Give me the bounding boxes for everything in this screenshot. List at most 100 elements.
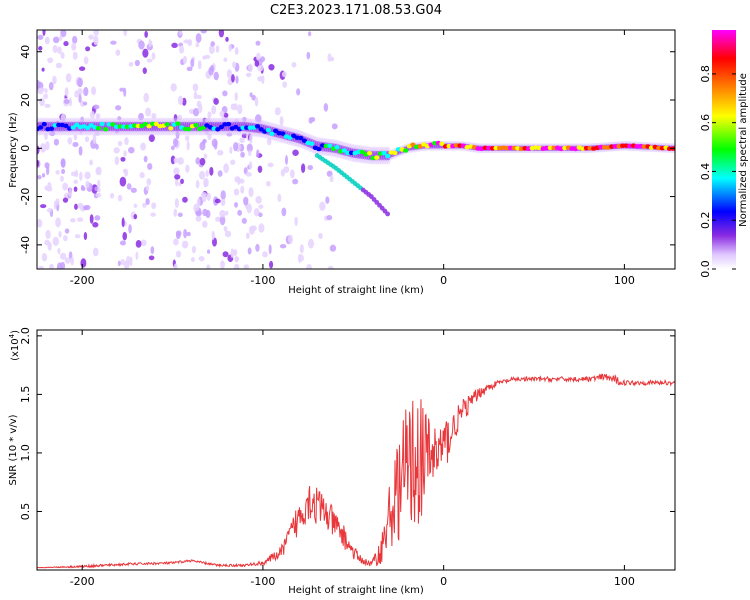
noise-cell — [135, 239, 142, 248]
noise-cell — [147, 162, 153, 170]
noise-cell — [113, 147, 120, 154]
ridge-cell — [70, 125, 76, 130]
noise-cell — [182, 196, 188, 203]
noise-cell — [145, 107, 152, 117]
noise-cell — [44, 88, 48, 94]
noise-cell — [284, 155, 289, 165]
noise-cell — [135, 251, 139, 260]
noise-cell — [128, 146, 135, 154]
noise-cell — [318, 232, 323, 239]
noise-cell — [196, 94, 202, 100]
noise-cell — [274, 107, 281, 116]
noise-cell — [39, 143, 47, 153]
noise-cell — [243, 196, 249, 206]
noise-cell — [268, 260, 274, 269]
noise-cell — [92, 222, 99, 228]
ridge-cell — [106, 122, 112, 127]
noise-cell — [44, 162, 50, 169]
noise-cell — [249, 133, 253, 144]
noise-cell — [230, 159, 236, 166]
noise-cell — [171, 42, 178, 49]
noise-cell — [67, 137, 73, 145]
noise-cell — [142, 202, 147, 208]
noise-cell — [217, 149, 224, 156]
ridge-cell — [374, 155, 380, 160]
noise-cell — [211, 138, 218, 148]
noise-cell — [196, 198, 201, 208]
noise-cell — [250, 225, 257, 232]
noise-cell — [125, 255, 131, 266]
noise-cell — [47, 241, 52, 251]
noise-cell — [242, 116, 247, 122]
noise-cell — [220, 260, 225, 269]
noise-cell — [64, 87, 69, 97]
noise-cell — [74, 234, 81, 239]
noise-cell — [37, 79, 41, 89]
noise-cell — [207, 111, 212, 119]
noise-cell — [175, 231, 181, 240]
noise-cell — [279, 116, 284, 126]
noise-cell — [115, 105, 122, 111]
ridge-cell — [142, 121, 149, 127]
noise-cell — [145, 185, 150, 191]
noise-cell — [266, 137, 272, 146]
noise-cell — [277, 193, 282, 203]
noise-cell — [234, 47, 239, 55]
figure-title: C2E3.2023.171.08.53.G04 — [270, 3, 442, 18]
noise-cell — [77, 202, 84, 209]
colorbar-tick-label: 0.0 — [699, 260, 712, 278]
noise-cell — [55, 62, 63, 69]
noise-cell — [63, 235, 68, 242]
x-tick-label: -100 — [250, 575, 275, 588]
ridge-cell — [164, 122, 170, 127]
x-tick-label: 0 — [440, 274, 447, 287]
ridge-cell — [103, 127, 109, 132]
noise-cell — [148, 255, 155, 261]
noise-cell — [234, 202, 239, 208]
ridge-cell — [95, 126, 102, 131]
noise-cell — [95, 193, 102, 198]
noise-cell — [282, 81, 288, 88]
noise-cell — [177, 212, 183, 218]
ridge-cell — [99, 121, 105, 127]
noise-cell — [172, 138, 179, 148]
ridge-cell — [38, 125, 44, 130]
ridge-cell — [334, 145, 340, 150]
x-tick-label: 0 — [440, 575, 447, 588]
x-tick-label: 100 — [614, 575, 635, 588]
noise-cell — [173, 167, 180, 176]
noise-cell — [59, 252, 67, 260]
ridge-cell — [366, 151, 373, 156]
snr-multiplier-base: (x10 — [10, 338, 21, 361]
noise-cell — [214, 198, 221, 204]
noise-cell — [60, 30, 67, 38]
noise-cell — [218, 30, 225, 38]
ridge-cell — [233, 124, 239, 130]
noise-cell — [239, 178, 245, 184]
noise-cell — [89, 159, 93, 166]
noise-cell — [215, 216, 222, 222]
noise-cell — [190, 257, 195, 263]
noise-cell — [210, 41, 215, 47]
noise-cell — [148, 134, 155, 143]
noise-cell — [37, 159, 40, 168]
noise-cell — [258, 223, 265, 233]
noise-cell — [97, 187, 101, 193]
noise-cell — [73, 179, 78, 185]
noise-cell — [240, 151, 245, 158]
noise-cell — [248, 63, 253, 73]
noise-cell — [197, 103, 203, 114]
noise-cell — [63, 41, 69, 47]
noise-cell — [63, 99, 70, 105]
colorbar-tick-label: 0.2 — [699, 211, 712, 229]
noise-cell — [319, 201, 326, 211]
noise-cell — [52, 75, 57, 85]
y-tick-label: -20 — [19, 188, 32, 206]
noise-cell — [97, 179, 101, 189]
ridge-cell — [110, 122, 116, 127]
noise-cell — [49, 263, 54, 269]
noise-cell — [177, 157, 184, 165]
noise-cell — [175, 130, 180, 140]
noise-cell — [79, 171, 83, 181]
